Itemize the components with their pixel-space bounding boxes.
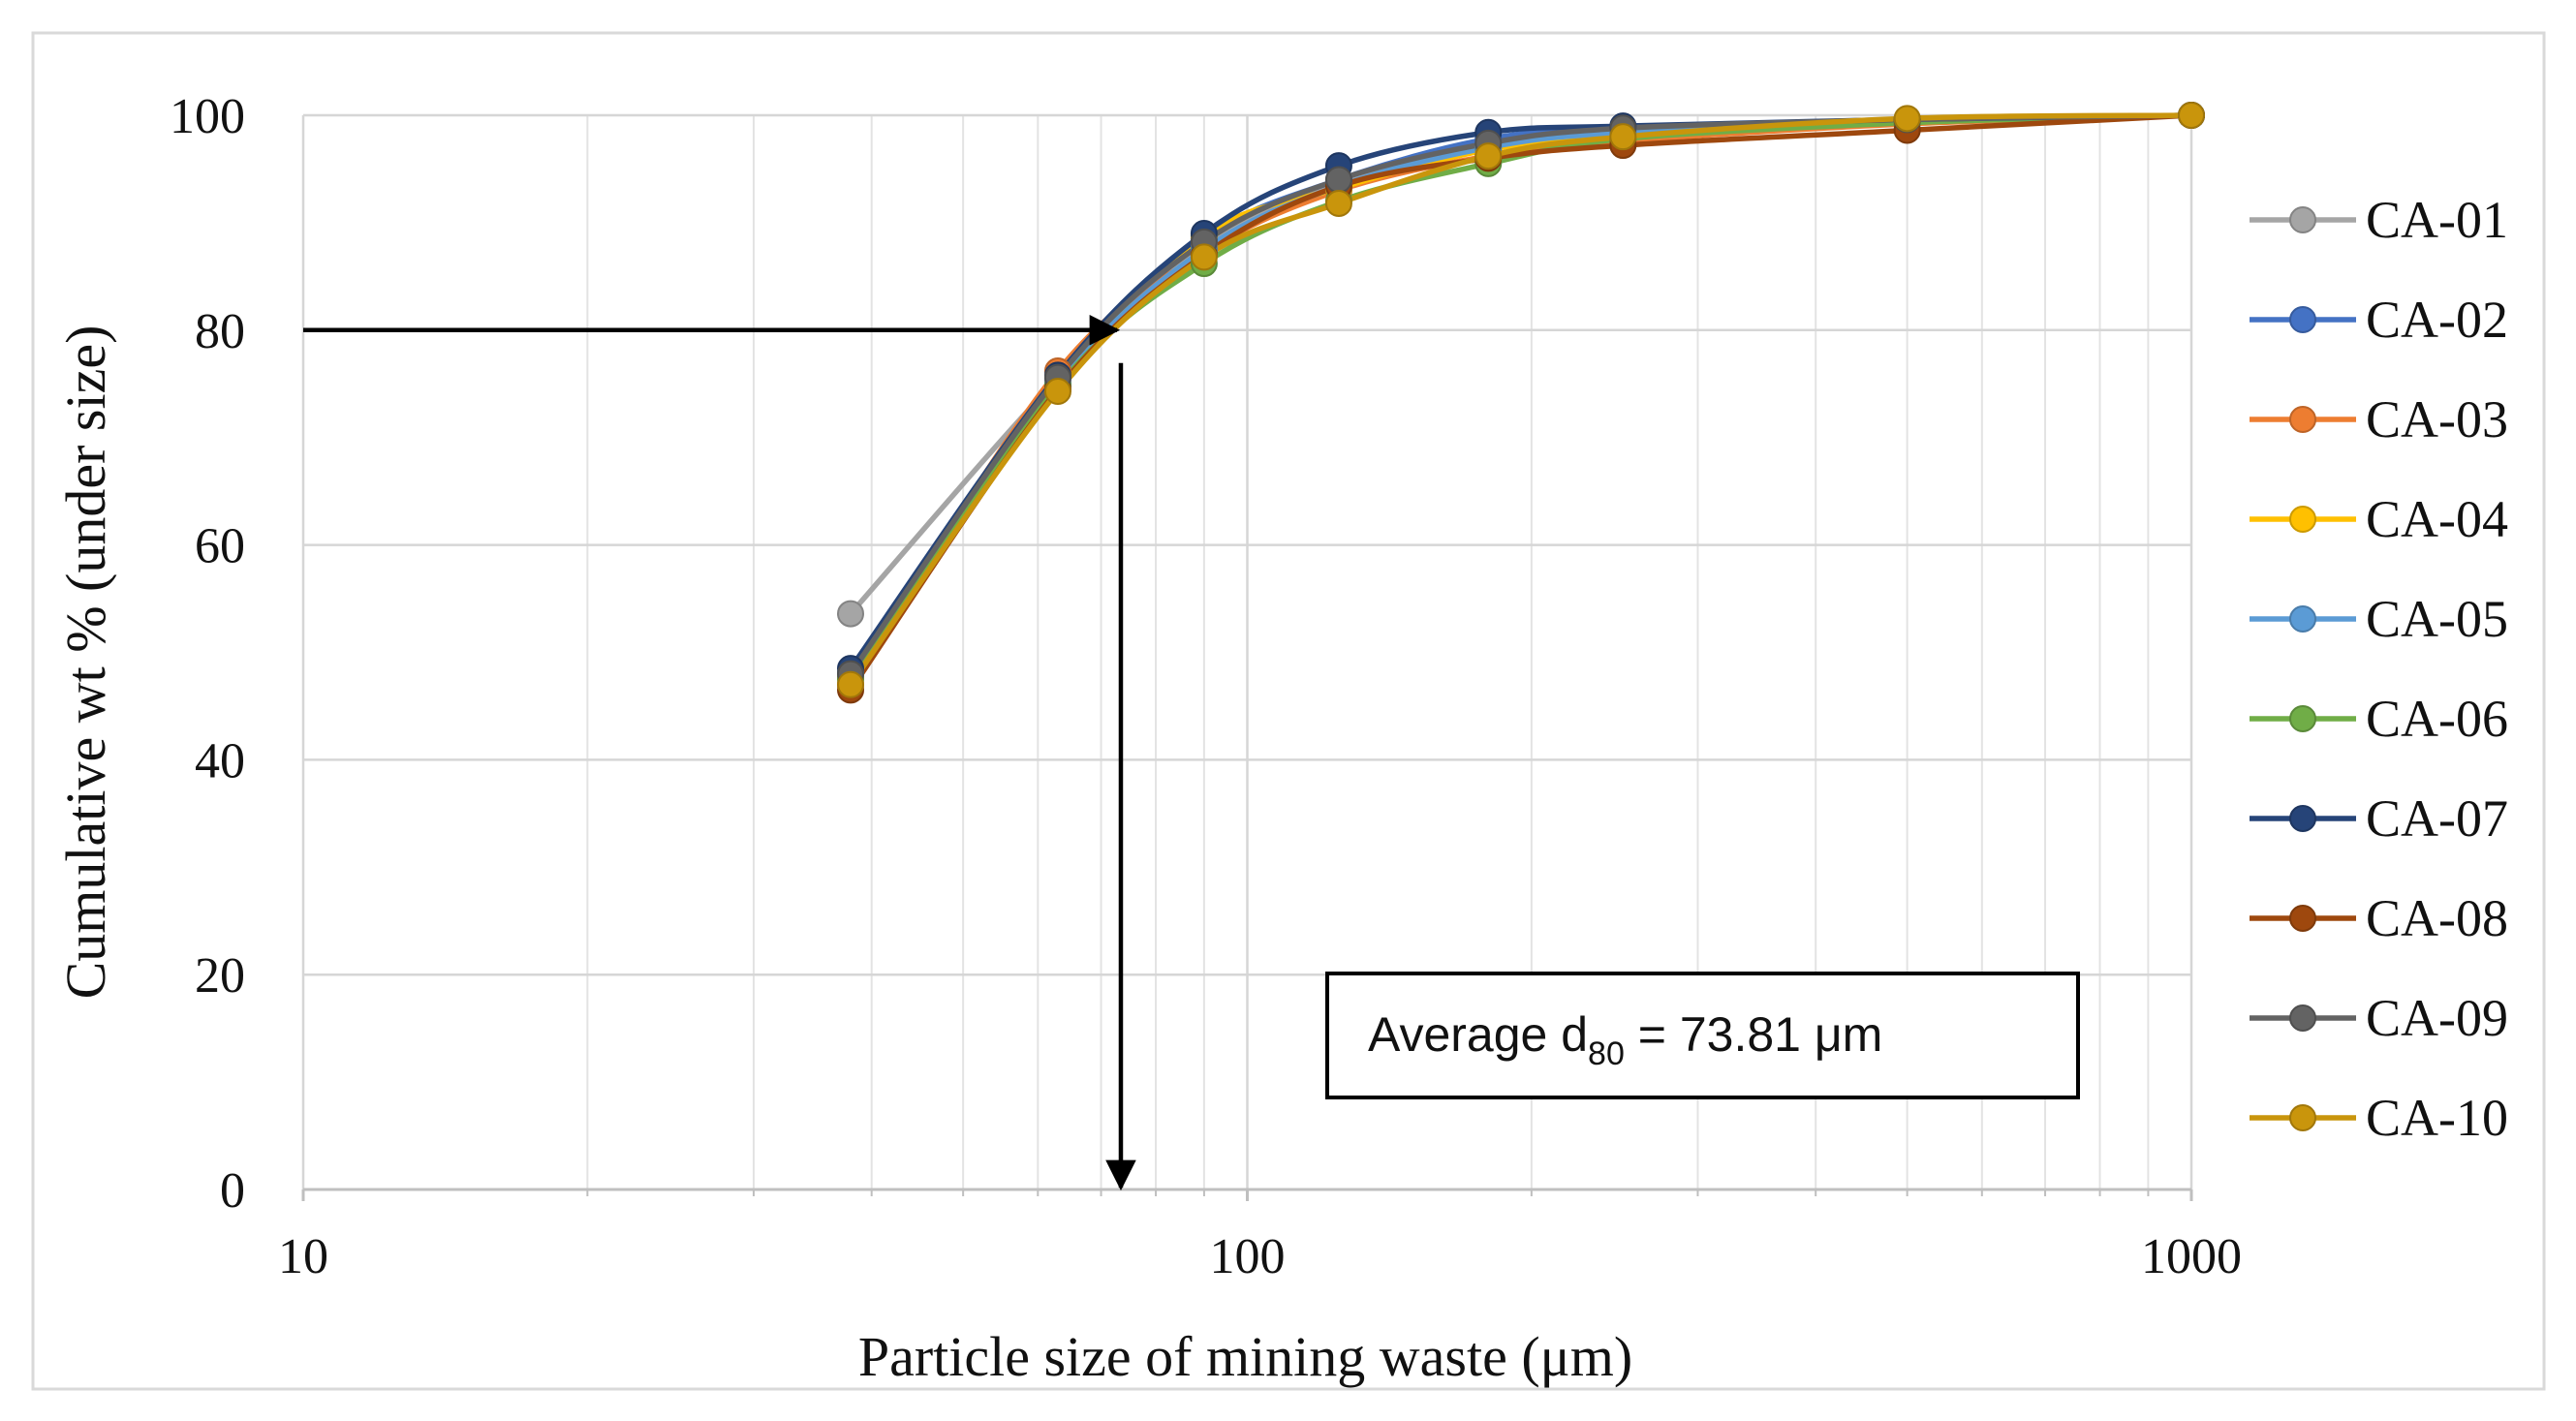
data-point-ca-10 [1043,378,1071,406]
axes: 10 100 1000 0 20 40 60 80 100 Particle size of mi… [54,89,2242,1388]
data-point-ca-10 [1609,123,1637,151]
data-point-ca-10 [1324,189,1352,217]
y-tick-label: 20 [195,948,245,1004]
legend-marker-ca-06 [2289,705,2316,732]
legend-marker-ca-01 [2289,206,2316,233]
legend-label-ca-05: CA-05 [2366,590,2508,648]
legend-marker-ca-09 [2289,1004,2316,1032]
legend-marker-ca-02 [2289,306,2316,333]
legend-marker-ca-04 [2289,506,2316,533]
legend: CA-01 CA-02 CA-03 CA-04 CA-05 CA-06 CA-07 CA-08… [2250,191,2508,1147]
y-axis-title: Cumulative wt % (under size) [54,325,117,1000]
y-tick-label: 80 [195,304,245,359]
x-tick-label: 1000 [2141,1229,2242,1284]
legend-marker-ca-08 [2289,905,2316,932]
legend-label-ca-07: CA-07 [2366,789,2508,848]
legend-label-ca-03: CA-03 [2366,390,2508,448]
y-tick-label: 40 [195,733,245,788]
d80-annotation-box [1325,972,2080,1099]
legend-label-ca-08: CA-08 [2366,889,2508,947]
x-tick-label: 10 [278,1229,328,1284]
legend-label-ca-10: CA-10 [2366,1089,2508,1147]
legend-marker-ca-03 [2289,406,2316,433]
d80-annotation-text: Average d80 = 73.81 μm [1368,1007,1882,1072]
legend-label-ca-06: CA-06 [2366,690,2508,748]
x-axis-title: Particle size of mining waste (μm) [858,1325,1632,1388]
data-point-ca-09 [1324,166,1352,194]
y-tick-label: 0 [220,1163,245,1219]
legend-marker-ca-05 [2289,605,2316,633]
data-point-ca-10 [1474,142,1503,170]
d80-annotation: Average d80 = 73.81 μm [303,315,2080,1191]
legend-label-ca-09: CA-09 [2366,989,2508,1047]
chart-frame [31,31,2546,1391]
legend-label-ca-02: CA-02 [2366,291,2508,349]
data-point-ca-01 [836,600,864,628]
x-tick-label: 100 [1210,1229,1286,1284]
legend-marker-ca-10 [2289,1104,2316,1131]
y-tick-label: 60 [195,519,245,574]
legend-label-ca-01: CA-01 [2366,191,2508,249]
legend-marker-ca-07 [2289,805,2316,832]
data-point-ca-10 [836,670,864,698]
y-tick-label: 100 [170,89,245,144]
legend-label-ca-04: CA-04 [2366,490,2508,548]
data-point-ca-10 [2178,102,2205,129]
data-point-ca-10 [1893,105,1921,133]
series-markers [836,102,2205,704]
data-point-ca-10 [1190,243,1218,271]
